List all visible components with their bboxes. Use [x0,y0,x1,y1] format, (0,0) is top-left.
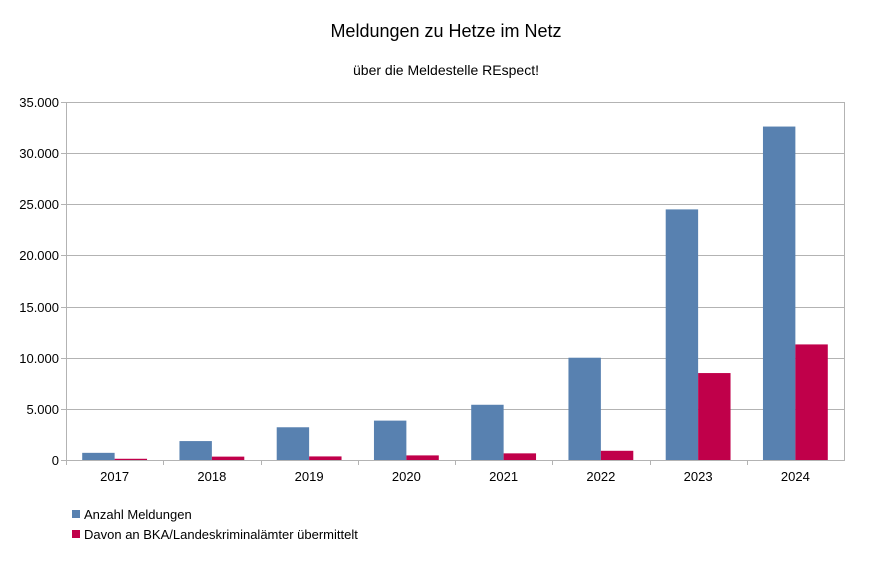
x-tick-label-2019: 2019 [295,469,324,484]
bar-2018-series-1 [179,441,212,460]
bar-2024-series-2 [795,344,828,460]
bar-2023-series-1 [665,209,699,460]
bar-2022-series-1 [568,357,601,460]
bar-2020-series-2 [406,455,439,460]
chart-subtitle: über die Meldestelle REspect! [353,62,539,78]
bar-2018-series-2 [211,456,245,460]
x-tick-label-2018: 2018 [197,469,226,484]
legend: Anzahl Meldungen Davon an BKA/Landeskrim… [72,507,358,542]
bar-2017-series-2 [114,458,148,460]
x-tick-label-2024: 2024 [781,469,810,484]
x-tick-label-2022: 2022 [586,469,615,484]
bar-2021-series-2 [503,453,537,460]
bar-2017-series-1 [82,452,115,460]
bar-2019-series-1 [276,427,310,460]
bar-2024-series-1 [762,126,796,460]
x-tick-label-2017: 2017 [100,469,129,484]
chart-title: Meldungen zu Hetze im Netz [330,21,561,41]
x-tick-label-2020: 2020 [392,469,421,484]
y-tick-label: 15.000 [19,300,59,315]
y-tick-label: 0 [52,453,59,468]
bar-2022-series-2 [600,450,634,460]
bar-2019-series-2 [309,456,342,460]
legend-label-uebermittelt: Davon an BKA/Landeskriminalämter übermit… [84,527,358,542]
y-tick-label: 25.000 [19,197,59,212]
y-tick-label: 30.000 [19,146,59,161]
bar-2023-series-2 [698,373,731,460]
x-tick-label-2023: 2023 [684,469,713,484]
legend-swatch-uebermittelt [72,530,80,538]
bars [82,126,828,460]
y-tick-label: 10.000 [19,351,59,366]
gridlines [66,102,845,465]
legend-swatch-anzahl-meldungen [72,510,80,518]
x-axis-ticks: 2017 2018 2019 2020 2021 2022 2023 2024 [66,460,845,484]
y-tick-label: 35.000 [19,95,59,110]
y-tick-label: 5.000 [26,402,59,417]
y-tick-label: 20.000 [19,248,59,263]
x-tick-label-2021: 2021 [489,469,518,484]
bar-2020-series-1 [373,420,407,460]
y-axis-ticks: 0 5.000 10.000 15.000 20.000 25.000 30.000 35.0… [19,95,66,468]
bar-2021-series-1 [471,404,504,460]
legend-label-anzahl-meldungen: Anzahl Meldungen [84,507,192,522]
